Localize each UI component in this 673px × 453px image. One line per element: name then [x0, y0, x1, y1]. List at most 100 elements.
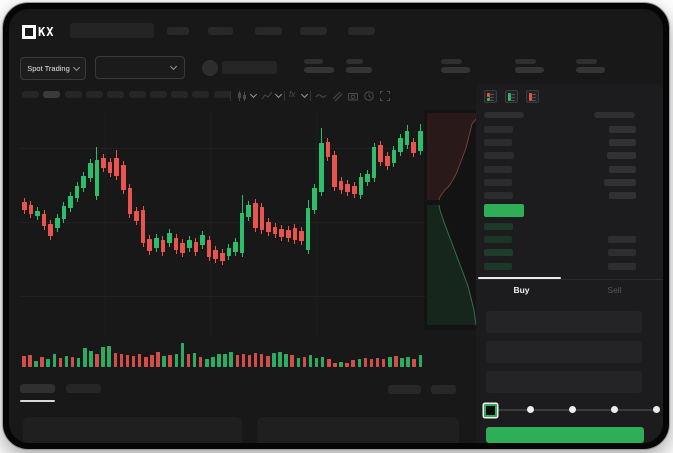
candle	[160, 240, 166, 252]
candle	[61, 206, 67, 219]
compare-icon[interactable]	[315, 90, 327, 102]
indicators-icon[interactable]: fx	[289, 90, 296, 99]
ask-price-placeholder[interactable]	[484, 139, 512, 147]
volume-bar	[217, 354, 221, 367]
nav-item[interactable]	[167, 27, 189, 35]
bid-price-placeholder[interactable]	[484, 236, 512, 244]
volume-bar	[284, 354, 288, 367]
ask-price-placeholder[interactable]	[484, 192, 513, 199]
fullscreen-icon[interactable]	[379, 90, 391, 102]
market-type-label: Spot Trading	[27, 64, 70, 73]
bid-price-placeholder[interactable]	[484, 223, 513, 230]
volume-bar	[125, 355, 130, 367]
depth-asks-area	[427, 113, 477, 200]
ask-price-placeholder[interactable]	[484, 152, 514, 160]
chart-style-icon[interactable]	[261, 90, 273, 102]
interval-button[interactable]	[22, 91, 39, 98]
candle	[220, 253, 225, 261]
volume-bar	[119, 354, 124, 367]
interval-button[interactable]	[171, 91, 189, 98]
candle	[312, 188, 317, 210]
buy-submit-button[interactable]	[486, 427, 644, 443]
candle	[253, 203, 258, 228]
bottom-action[interactable]	[431, 385, 456, 394]
ask-price-placeholder[interactable]	[484, 165, 512, 173]
interval-button[interactable]	[85, 91, 103, 98]
buy-tab[interactable]: Buy	[513, 285, 530, 295]
bottom-tab[interactable]	[66, 384, 101, 393]
candle	[332, 155, 337, 187]
chevron-down-icon[interactable]	[274, 90, 283, 99]
coin-avatar	[202, 60, 218, 76]
candles-icon[interactable]	[236, 90, 248, 102]
volume-bar	[34, 361, 38, 367]
volume-bar	[168, 355, 172, 367]
depth-asks-line	[438, 113, 478, 201]
nav-search-placeholder[interactable]	[70, 23, 154, 38]
draw-icon[interactable]	[331, 90, 343, 102]
last-price-bar[interactable]	[484, 204, 524, 217]
bottom-tab-active[interactable]	[20, 384, 55, 393]
bid-price-placeholder[interactable]	[484, 262, 512, 270]
volume-bar	[302, 357, 307, 367]
market-type-selector[interactable]: Spot Trading	[20, 57, 86, 80]
interval-button[interactable]	[149, 91, 167, 98]
slider-step-dot[interactable]	[611, 406, 618, 413]
interval-button[interactable]	[213, 91, 231, 98]
sell-tab[interactable]: Sell	[607, 285, 622, 295]
volume-bar	[375, 358, 380, 367]
candle	[259, 207, 265, 230]
app-screen: KX Spot Trading	[9, 9, 663, 443]
bid-price-placeholder[interactable]	[484, 249, 513, 257]
panel-divider	[476, 279, 663, 280]
candle	[378, 145, 383, 162]
order-amount-field[interactable]	[486, 341, 642, 363]
camera-icon[interactable]	[347, 90, 359, 102]
candle	[48, 224, 53, 236]
candle	[147, 239, 152, 251]
slider-step-dot[interactable]	[569, 406, 576, 413]
slider-step-dot[interactable]	[653, 406, 660, 413]
chevron-down-icon[interactable]	[300, 90, 309, 99]
nav-item[interactable]	[348, 27, 375, 35]
nav-item[interactable]	[300, 27, 327, 35]
candle	[127, 188, 133, 214]
volume-bar	[308, 355, 313, 367]
candle	[114, 158, 119, 176]
candle	[88, 163, 93, 178]
buy-tab-indicator	[478, 277, 561, 279]
history-icon[interactable]	[363, 90, 375, 102]
order-price-field[interactable]	[486, 311, 642, 333]
volume-bar	[247, 355, 252, 367]
nav-item[interactable]	[208, 27, 233, 35]
chevron-down-icon[interactable]	[249, 90, 258, 99]
slider-handle[interactable]	[484, 404, 497, 417]
candle	[167, 233, 172, 243]
candle	[200, 235, 205, 245]
orderbook-view-combined-toggle[interactable]	[484, 90, 497, 103]
interval-button[interactable]	[64, 91, 82, 98]
interval-button[interactable]	[43, 91, 61, 98]
orderbook-amount-column-header	[594, 112, 635, 118]
candle	[371, 147, 377, 178]
orderbook-view-asks-toggle[interactable]	[526, 90, 539, 103]
volume-bar	[70, 357, 75, 367]
volume-bar	[241, 354, 246, 367]
candle	[68, 196, 73, 208]
candle	[81, 176, 86, 188]
nav-item[interactable]	[255, 27, 282, 35]
slider-step-dot[interactable]	[527, 406, 534, 413]
order-total-field[interactable]	[486, 371, 642, 393]
interval-button[interactable]	[107, 91, 125, 98]
interval-button[interactable]	[128, 91, 146, 98]
ask-price-placeholder[interactable]	[484, 178, 512, 186]
orderbook-view-bids-toggle[interactable]	[505, 90, 518, 103]
candle	[286, 230, 291, 238]
ask-price-placeholder[interactable]	[484, 126, 513, 133]
interval-button[interactable]	[192, 91, 210, 98]
volume-bar	[58, 358, 63, 367]
pair-selector-dropdown[interactable]	[95, 56, 185, 79]
bottom-action[interactable]	[388, 385, 421, 394]
chevron-down-icon	[169, 62, 178, 71]
volume-bar	[296, 358, 301, 367]
